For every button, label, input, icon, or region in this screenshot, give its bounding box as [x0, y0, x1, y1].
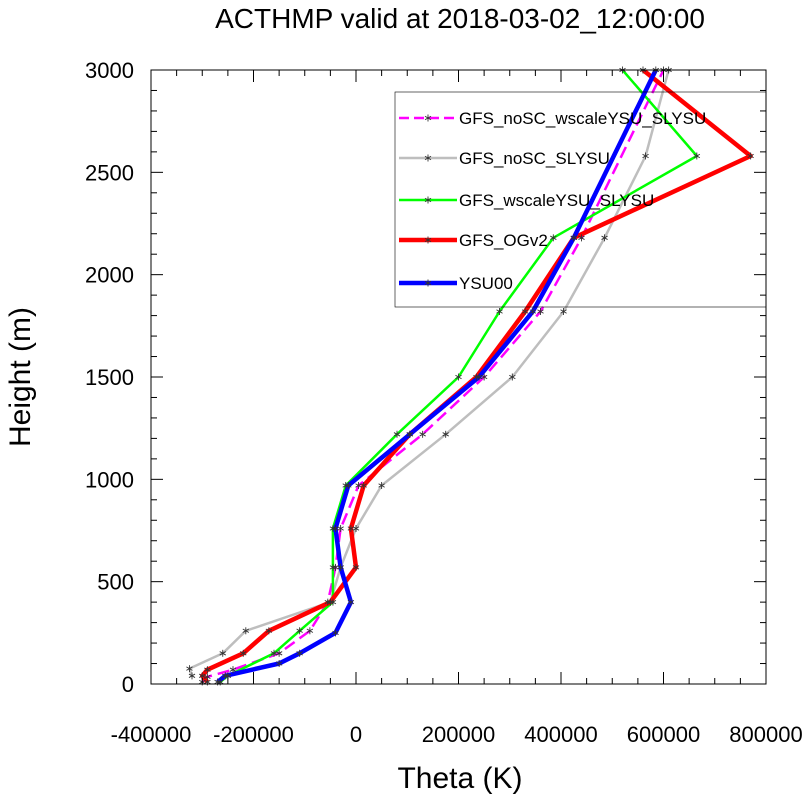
y-tick-label: 2000 [85, 263, 134, 288]
legend: GFS_noSC_wscaleYSU_SLYSU GFS_noSC_SLYSU GF… [394, 91, 767, 308]
plot-area [150, 66, 767, 686]
legend-label-5: YSU00 [459, 274, 513, 293]
x-tick-label: -200000 [213, 722, 294, 747]
legend-box [394, 91, 767, 308]
series-2-marker [219, 649, 227, 657]
chart-title: ACTHMP valid at 2018-03-02_12:00:00 [215, 3, 705, 34]
series-3-marker [270, 649, 278, 657]
series-4-marker [747, 152, 754, 160]
y-tick-label: 0 [122, 672, 134, 697]
series-4-marker [360, 481, 367, 489]
series-1-marker [275, 649, 283, 657]
x-tick-label: 200000 [422, 722, 495, 747]
y-tick-label: 1000 [85, 467, 134, 492]
x-tick-label: 0 [350, 722, 362, 747]
series-5-marker [332, 629, 339, 637]
y-axis-label: Height (m) [4, 307, 37, 447]
series-4-marker [327, 598, 334, 606]
legend-label-2: GFS_noSC_SLYSU [459, 149, 610, 168]
series-1-marker [324, 598, 332, 606]
series-2-marker [560, 308, 567, 316]
series-3-marker [296, 627, 303, 635]
series-4-marker [352, 563, 360, 571]
y-tick-label: 500 [97, 570, 134, 595]
series-2-marker [642, 152, 649, 160]
series-3-marker [693, 152, 701, 160]
series-5-marker [347, 598, 355, 606]
y-tick-label: 2500 [85, 160, 134, 185]
series-1-marker [537, 308, 544, 316]
series-1-marker [355, 481, 362, 489]
series-5-marker [275, 660, 283, 668]
series-3-marker [496, 308, 503, 316]
series-2-marker [188, 672, 196, 680]
series-3-marker [550, 234, 557, 242]
series-2-marker [186, 665, 193, 673]
series-1-marker [229, 666, 237, 674]
legend-marker-4 [424, 236, 432, 244]
legend-marker-1 [424, 114, 432, 122]
series-5-marker [337, 563, 344, 571]
series-line-3 [219, 70, 699, 683]
series-2-marker [378, 481, 385, 489]
series-1-marker [337, 524, 344, 532]
series-4-marker [204, 666, 211, 674]
series-4-marker [347, 524, 355, 532]
series-5-marker [475, 373, 483, 381]
series-2-marker [509, 373, 516, 381]
series-5-marker [529, 308, 537, 316]
series-3-marker [393, 430, 401, 438]
series-5-marker [222, 672, 229, 680]
series-5-marker [406, 430, 414, 438]
series-5-marker [332, 524, 339, 532]
x-tick-label: -400000 [111, 722, 192, 747]
series-1-marker [332, 563, 339, 571]
series-5-marker [345, 481, 352, 489]
x-tick-label: 400000 [524, 722, 597, 747]
series-4-marker [265, 627, 273, 635]
series-1-marker [480, 373, 488, 381]
series-2-marker [601, 234, 608, 242]
series-2-marker [352, 524, 360, 532]
series-4-marker [521, 308, 529, 316]
legend-label-1: GFS_noSC_wscaleYSU_SLYSU [459, 109, 706, 128]
legend-marker-5 [424, 279, 432, 287]
series-5-marker [296, 649, 303, 657]
legend-marker-2 [424, 154, 432, 162]
series-3-marker [329, 563, 337, 571]
y-tick-label: 3000 [85, 58, 134, 83]
series-3-marker [455, 373, 462, 381]
x-axis-label: Theta (K) [397, 762, 522, 795]
series-1-marker [578, 234, 585, 242]
series-2-marker [242, 627, 250, 635]
series-3-marker [329, 598, 337, 606]
series-4-marker [239, 649, 247, 657]
series-2-marker [442, 430, 449, 438]
series-line-2 [188, 70, 670, 677]
legend-label-4: GFS_OGv2 [459, 231, 548, 250]
series-3-marker [329, 524, 337, 532]
series-1-marker [306, 627, 314, 635]
series-line-5 [216, 70, 658, 684]
legend-label-3: GFS_wscaleYSU_SLYSU [459, 191, 654, 210]
series-4-marker [473, 373, 480, 381]
y-tick-label: 1500 [85, 365, 134, 390]
x-tick-label: 800000 [729, 722, 802, 747]
x-tick-label: 600000 [627, 722, 700, 747]
series-3-marker [342, 481, 350, 489]
series-5-marker [570, 234, 578, 242]
series-1-marker [419, 430, 426, 438]
legend-marker-3 [424, 196, 432, 204]
